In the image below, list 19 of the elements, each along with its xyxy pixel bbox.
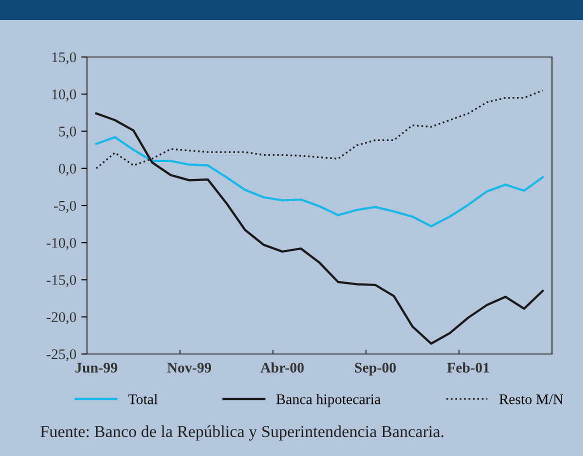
legend-label: Banca hipotecaria [276,394,381,408]
line-series [95,136,544,228]
x-tick-label: Jun-99 [75,362,118,373]
y-tick-label: -5,0 [54,200,76,213]
x-tick-label: Nov-99 [167,362,212,373]
legend-label: Resto M/N [499,394,564,404]
x-tick-label: Abr-00 [260,362,304,373]
source-note: Fuente: Banco de la República y Superintendencia Bancaria. [40,425,444,441]
y-tick-label: 0,0 [58,164,76,176]
y-tick-label: 15,0 [52,52,76,64]
y-tick-label: -15,0 [46,275,76,288]
x-tick-label: Sep-00 [355,362,396,376]
y-tick-label: 10,0 [52,89,76,102]
y-tick-label: 5,0 [59,126,76,139]
y-tick-label: -25,0 [46,349,76,362]
legend-label: Total [128,394,158,404]
y-tick-label: -20,0 [46,312,76,324]
x-tick-label: Feb-01 [447,362,490,373]
y-tick-label: -10,0 [46,238,76,250]
